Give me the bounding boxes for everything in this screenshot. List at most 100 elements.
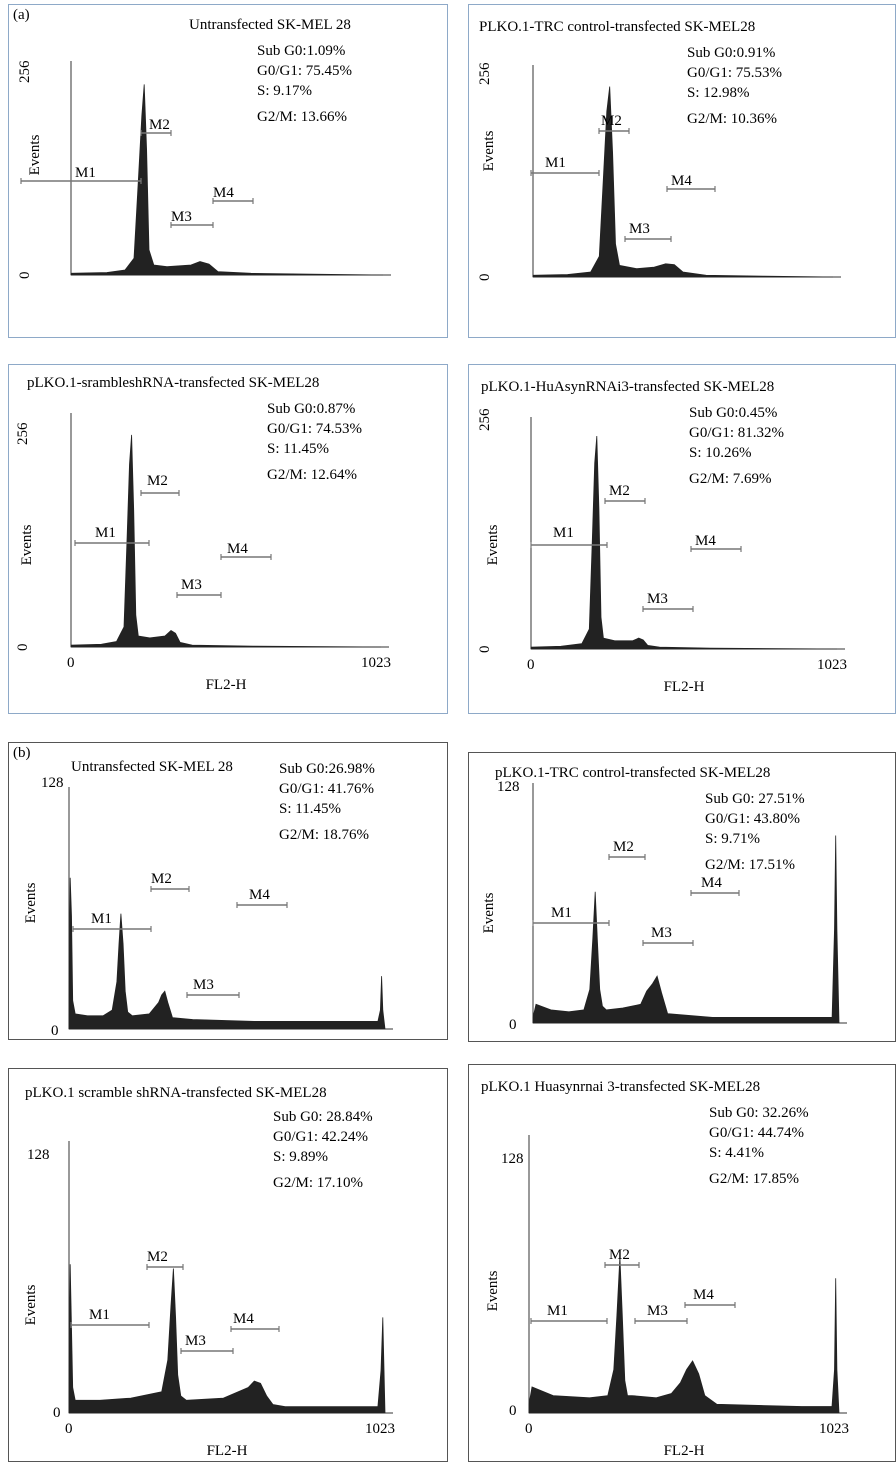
stat-g0-g1: G0/G1: 74.53%	[267, 421, 362, 437]
stat-g0-g1: G0/G1: 42.24%	[273, 1129, 368, 1145]
marker-label: M1	[551, 905, 572, 921]
histogram-area	[68, 877, 386, 1030]
stat-g2-m: G2/M: 10.36%	[687, 111, 777, 127]
x-tick-label: 0	[527, 657, 535, 673]
histogram-plot: 128 0 Events 0 1023 FL2-H M1 M2 M3 M4	[23, 1141, 395, 1459]
histogram-area	[530, 435, 838, 650]
marker-label: M1	[547, 1303, 568, 1319]
panel-a1: (a) Untransfected SK-MEL 28 Sub G0:1.09%…	[8, 4, 448, 338]
panel-title: pLKO.1-TRC control-transfected SK-MEL28	[495, 765, 771, 781]
y-axis-label: Events	[481, 130, 497, 171]
panel-b3: pLKO.1 scramble shRNA-transfected SK-MEL…	[8, 1068, 448, 1462]
stat-g2-m: G2/M: 17.10%	[273, 1175, 363, 1191]
stat-s: S: 12.98%	[687, 85, 750, 101]
histogram-plot: 128 0 Events 0 1023 FL2-H M1 M2 M3 M4	[485, 1135, 849, 1459]
panel-title: pLKO.1 Huasynrnai 3-transfected SK-MEL28	[481, 1079, 761, 1095]
y-axis-label: Events	[27, 134, 43, 175]
stat-sub-g0: Sub G0:0.87%	[267, 401, 356, 417]
y-tick-label: 128	[497, 779, 520, 795]
stat-sub-g0: Sub G0:1.09%	[257, 43, 346, 59]
cell-cycle-stats: Sub G0: 27.51% G0/G1: 43.80% S: 9.71% G2…	[705, 789, 805, 875]
x-axis-label: FL2-H	[206, 677, 247, 693]
histogram-plot: 256 0 Events 0 1023 FL2-H M1 M2 M3 M4	[477, 408, 847, 695]
marker-label: M4	[693, 1287, 714, 1303]
stat-g0-g1: G0/G1: 81.32%	[689, 425, 784, 441]
y-tick-label: 0	[477, 274, 493, 282]
x-tick-label: 1023	[819, 1421, 849, 1437]
histogram-area	[532, 835, 840, 1024]
y-axis-label: Events	[485, 1270, 501, 1311]
cell-cycle-stats: Sub G0: 28.84% G0/G1: 42.24% S: 9.89% G2…	[273, 1107, 373, 1193]
panel-title: pLKO.1-srambleshRNA-transfected SK-MEL28	[27, 375, 320, 391]
stat-g0-g1: G0/G1: 44.74%	[709, 1125, 804, 1141]
stat-s: S: 10.26%	[689, 445, 752, 461]
x-tick-label: 1023	[361, 655, 391, 671]
y-axis-label: Events	[19, 524, 35, 565]
stat-g0-g1: G0/G1: 75.53%	[687, 65, 782, 81]
y-tick-label: 256	[477, 408, 493, 431]
panel-b1: (b) Untransfected SK-MEL 28 Sub G0:26.98…	[8, 742, 448, 1040]
stat-g2-m: G2/M: 18.76%	[279, 827, 369, 843]
stat-s: S: 9.89%	[273, 1149, 329, 1165]
y-tick-label: 0	[17, 272, 33, 280]
x-tick-label: 0	[525, 1421, 533, 1437]
stat-g2-m: G2/M: 7.69%	[689, 471, 772, 487]
y-tick-label: 0	[477, 646, 493, 654]
marker-label: M3	[629, 221, 650, 237]
stat-s: S: 9.17%	[257, 83, 313, 99]
stat-s: S: 11.45%	[267, 441, 329, 457]
histogram-area	[528, 1256, 840, 1414]
marker-label: M4	[695, 533, 716, 549]
y-axis-label: Events	[481, 892, 497, 933]
cell-cycle-stats: Sub G0:0.91% G0/G1: 75.53% S: 12.98% G2/…	[687, 43, 782, 129]
stat-g2-m: G2/M: 12.64%	[267, 467, 357, 483]
stat-sub-g0: Sub G0: 27.51%	[705, 791, 805, 807]
marker-label: M2	[147, 1249, 168, 1265]
histogram-area	[70, 84, 384, 276]
panel-title: pLKO.1 scramble shRNA-transfected SK-MEL…	[25, 1085, 327, 1101]
stat-sub-g0: Sub G0: 32.26%	[709, 1105, 809, 1121]
y-tick-label: 128	[27, 1147, 50, 1163]
y-axis-label: Events	[23, 882, 39, 923]
panel-title: PLKO.1-TRC control-transfected SK-MEL28	[479, 19, 756, 35]
histogram-plot: 256 0 Events 0 1023 FL2-H M1 M2 M3 M4	[15, 413, 391, 693]
stat-g2-m: G2/M: 17.51%	[705, 857, 795, 873]
marker-label: M2	[151, 871, 172, 887]
y-axis-label: Events	[23, 1284, 39, 1325]
marker-label: M4	[213, 185, 234, 201]
panel-a3: pLKO.1-srambleshRNA-transfected SK-MEL28…	[8, 364, 448, 714]
y-tick-label: 128	[501, 1151, 524, 1167]
y-tick-label: 0	[509, 1017, 517, 1033]
marker-label: M4	[227, 541, 248, 557]
stat-sub-g0: Sub G0:0.91%	[687, 45, 776, 61]
histogram-area	[70, 434, 382, 648]
cell-cycle-stats: Sub G0:0.87% G0/G1: 74.53% S: 11.45% G2/…	[267, 399, 362, 485]
histogram-area	[68, 1264, 386, 1414]
marker-label: M4	[233, 1311, 254, 1327]
marker-label: M1	[89, 1307, 110, 1323]
marker-label: M1	[553, 525, 574, 541]
stat-g0-g1: G0/G1: 41.76%	[279, 781, 374, 797]
y-tick-label: 0	[53, 1405, 61, 1421]
cell-cycle-stats: Sub G0:1.09% G0/G1: 75.45% S: 9.17% G2/M…	[257, 41, 352, 127]
marker-label: M3	[651, 925, 672, 941]
panel-title: pLKO.1-HuAsynRNAi3-transfected SK-MEL28	[481, 379, 775, 395]
marker-label: M2	[147, 473, 168, 489]
marker-label: M2	[609, 483, 630, 499]
y-tick-label: 0	[15, 644, 31, 652]
marker-label: M3	[647, 591, 668, 607]
marker-label: M1	[95, 525, 116, 541]
cell-cycle-stats: Sub G0:26.98% G0/G1: 41.76% S: 11.45% G2…	[279, 759, 375, 845]
stat-s: S: 11.45%	[279, 801, 341, 817]
x-tick-label: 0	[67, 655, 75, 671]
y-tick-label: 0	[51, 1023, 59, 1039]
marker-label: M2	[601, 113, 622, 129]
marker-label: M3	[185, 1333, 206, 1349]
stat-s: S: 9.71%	[705, 831, 761, 847]
y-tick-label: 256	[17, 60, 33, 83]
section-b-label: (b)	[13, 745, 31, 761]
panel-a4: pLKO.1-HuAsynRNAi3-transfected SK-MEL28 …	[468, 364, 896, 714]
y-tick-label: 128	[41, 775, 64, 791]
histogram-plot: 256 0 Events M1 M2 M3 M4	[17, 60, 391, 280]
marker-label: M1	[91, 911, 112, 927]
